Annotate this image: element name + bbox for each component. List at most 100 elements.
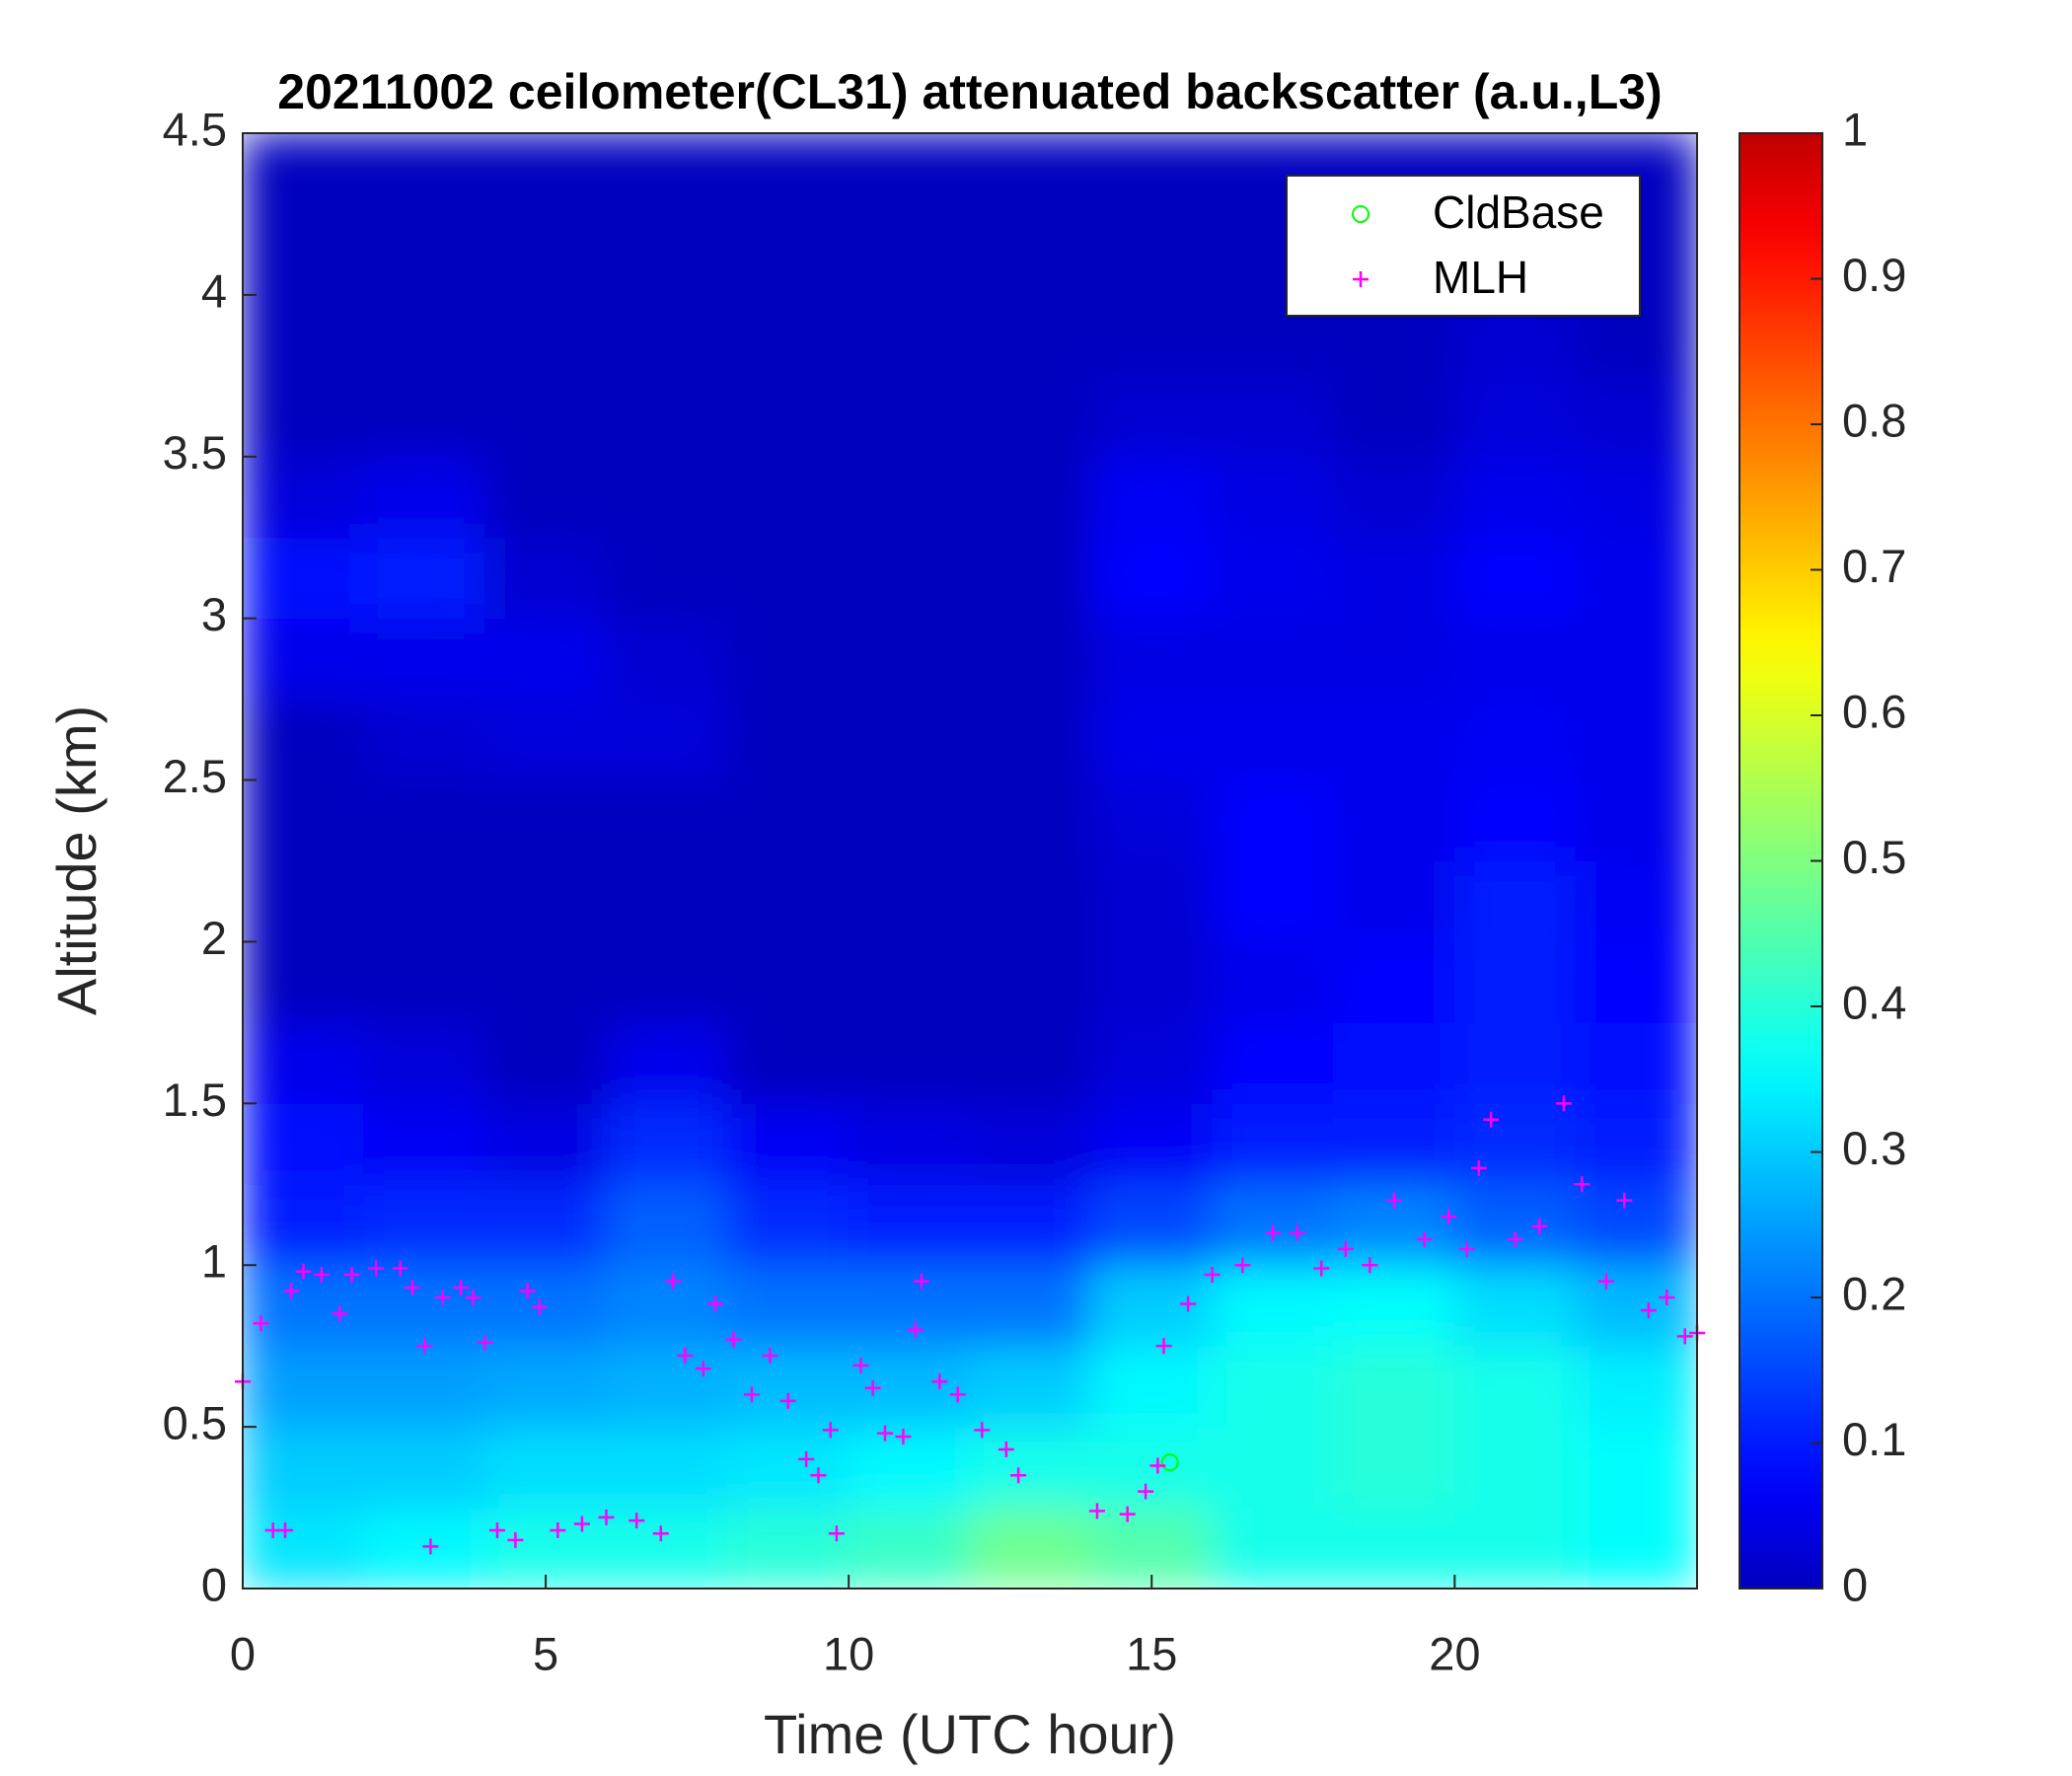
heatmap-cell bbox=[1453, 940, 1577, 1023]
heatmap-cell bbox=[969, 375, 1092, 458]
heatmap-cell bbox=[363, 133, 486, 215]
heatmap-cell bbox=[1453, 537, 1577, 620]
mlh-marker bbox=[313, 1267, 330, 1284]
y-tick-label: 4 bbox=[201, 264, 227, 317]
heatmap-cell bbox=[484, 213, 607, 296]
y-tick-label: 0 bbox=[201, 1558, 227, 1610]
heatmap-cell bbox=[726, 618, 850, 701]
heatmap-cell bbox=[606, 1345, 728, 1428]
heatmap-cell bbox=[726, 133, 850, 215]
heatmap-cell bbox=[606, 1021, 728, 1104]
mlh-marker bbox=[488, 1522, 505, 1538]
mlh-marker bbox=[695, 1361, 711, 1377]
mlh-marker bbox=[404, 1280, 420, 1296]
heatmap-cell bbox=[363, 779, 486, 861]
mlh-marker bbox=[677, 1348, 694, 1364]
colorbar-tick-label: 0.9 bbox=[1842, 249, 1906, 301]
heatmap-cell bbox=[848, 1264, 971, 1347]
mlh-marker bbox=[276, 1522, 293, 1538]
heatmap-cell bbox=[484, 1183, 607, 1266]
heatmap-cell bbox=[969, 699, 1092, 781]
mlh-marker bbox=[1555, 1095, 1572, 1112]
y-tick-label: 0.5 bbox=[163, 1397, 227, 1449]
mlh-marker bbox=[1180, 1295, 1197, 1312]
heatmap-cell bbox=[848, 213, 971, 296]
heatmap-cell bbox=[1090, 940, 1214, 1023]
heatmap-cell bbox=[1333, 699, 1455, 781]
heatmap-cell bbox=[1575, 1102, 1697, 1185]
y-tick-label: 3.5 bbox=[163, 426, 227, 479]
mlh-marker bbox=[707, 1295, 724, 1312]
series-0 bbox=[1160, 1453, 1179, 1472]
heatmap-cell bbox=[969, 213, 1092, 296]
heatmap-cell bbox=[243, 940, 365, 1023]
heatmap-cell bbox=[1453, 1102, 1577, 1185]
mlh-marker bbox=[810, 1467, 827, 1484]
heatmap-cell bbox=[1575, 1507, 1697, 1589]
mlh-marker bbox=[1640, 1302, 1657, 1319]
heatmap bbox=[243, 133, 1697, 1589]
mlh-marker bbox=[725, 1331, 742, 1348]
heatmap-cell bbox=[848, 1021, 971, 1104]
heatmap-cell bbox=[969, 940, 1092, 1023]
heatmap-cell bbox=[1090, 537, 1214, 620]
colorbar-tick-label: 1 bbox=[1842, 103, 1868, 155]
heatmap-cell bbox=[243, 618, 365, 701]
heatmap-cell bbox=[969, 1021, 1092, 1104]
heatmap-cell bbox=[243, 1507, 365, 1589]
heatmap-cell bbox=[363, 1507, 486, 1589]
heatmap-cell bbox=[363, 1264, 486, 1347]
mlh-marker bbox=[828, 1525, 845, 1542]
heatmap-cell bbox=[1212, 1345, 1334, 1428]
heatmap-cell bbox=[848, 294, 971, 377]
colorbar-tick-label: 0.7 bbox=[1842, 540, 1906, 592]
mlh-marker bbox=[477, 1334, 493, 1351]
heatmap-cell bbox=[969, 860, 1092, 942]
heatmap-cell bbox=[1453, 860, 1577, 942]
heatmap-cell bbox=[363, 537, 486, 620]
mlh-marker bbox=[822, 1422, 839, 1439]
mlh-marker bbox=[368, 1260, 385, 1277]
heatmap-cell bbox=[726, 294, 850, 377]
heatmap-cell bbox=[243, 779, 365, 861]
mlh-marker bbox=[253, 1315, 269, 1332]
heatmap-cell bbox=[1575, 1264, 1697, 1347]
mlh-marker bbox=[931, 1373, 948, 1390]
heatmap-cell bbox=[1333, 1507, 1455, 1589]
heatmap-cell bbox=[1333, 779, 1455, 861]
colorbar-tick-label: 0.8 bbox=[1842, 394, 1906, 446]
legend-marker bbox=[1352, 205, 1369, 223]
heatmap-cell bbox=[1212, 940, 1334, 1023]
mlh-marker bbox=[1289, 1224, 1305, 1241]
heatmap-cell bbox=[969, 1183, 1092, 1266]
x-tick-label: 10 bbox=[823, 1627, 874, 1679]
mlh-marker bbox=[519, 1283, 536, 1299]
heatmap-cell bbox=[1090, 213, 1214, 296]
mlh-marker bbox=[629, 1513, 645, 1529]
heatmap-cell bbox=[243, 133, 365, 215]
heatmap-cell bbox=[848, 940, 971, 1023]
mlh-marker bbox=[1470, 1159, 1487, 1176]
x-axis-label: Time (UTC hour) bbox=[764, 1703, 1176, 1765]
mlh-marker bbox=[864, 1379, 881, 1396]
heatmap-cell bbox=[243, 1345, 365, 1428]
heatmap-cell bbox=[1090, 618, 1214, 701]
mlh-marker bbox=[907, 1321, 924, 1338]
heatmap-cell bbox=[726, 860, 850, 942]
heatmap-cell bbox=[726, 779, 850, 861]
colorbar-tick-label: 0.3 bbox=[1842, 1122, 1906, 1174]
legend-label: MLH bbox=[1433, 252, 1528, 303]
heatmap-cell bbox=[1212, 1426, 1334, 1509]
y-tick-label: 4.5 bbox=[163, 103, 227, 155]
heatmap-cell bbox=[969, 1264, 1092, 1347]
mlh-marker bbox=[392, 1260, 408, 1277]
heatmap-cell bbox=[969, 133, 1092, 215]
heatmap-cell bbox=[484, 1102, 607, 1185]
heatmap-cell bbox=[1453, 1426, 1577, 1509]
heatmap-cell bbox=[1575, 1345, 1697, 1428]
mlh-marker bbox=[1483, 1111, 1500, 1128]
heatmap-cell bbox=[726, 1021, 850, 1104]
chart-title: 20211002 ceilometer(CL31) attenuated bac… bbox=[277, 64, 1662, 119]
colorbar-tick-label: 0.4 bbox=[1842, 976, 1906, 1028]
heatmap-cell bbox=[726, 1264, 850, 1347]
